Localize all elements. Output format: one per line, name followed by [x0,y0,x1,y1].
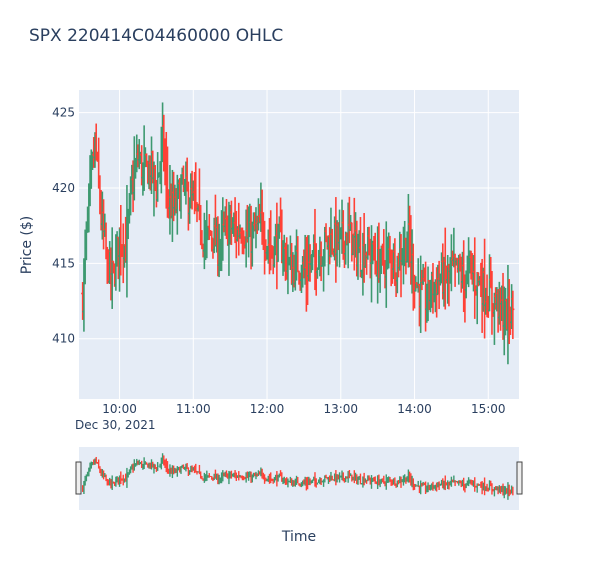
main-gridlines [79,90,519,399]
y-tick-label: 425 [52,106,75,120]
rangeslider-right-handle[interactable] [516,461,523,495]
rangeslider-left-handle[interactable] [75,461,82,495]
y-axis-title: Price ($) [19,216,35,274]
x-tick-label: 14:00 [397,402,432,416]
rangeslider-area[interactable] [79,447,519,510]
ohlc-bar [511,290,515,340]
y-tick-label: 415 [52,256,75,270]
x-tick-label: 12:00 [250,402,285,416]
x-tick-label: 11:00 [176,402,211,416]
x-tick-label: 13:00 [323,402,358,416]
y-tick-label: 420 [52,181,75,195]
x-tick-label: 10:00 [102,402,137,416]
x-axis-title: Time [281,529,316,545]
main-plot-area[interactable] [79,90,519,399]
x-tick-labels: 10:00 11:00 12:00 13:00 14:00 15:00 [102,402,505,416]
y-tick-labels: 410 415 420 425 [52,106,75,346]
chart-title: SPX 220414C04460000 OHLC [29,26,283,46]
rangeslider-bars [81,453,514,500]
x-tick-label: 15:00 [471,402,506,416]
y-tick-label: 410 [52,332,75,346]
date-label: Dec 30, 2021 [75,418,155,432]
ohlc-bars [81,102,515,365]
